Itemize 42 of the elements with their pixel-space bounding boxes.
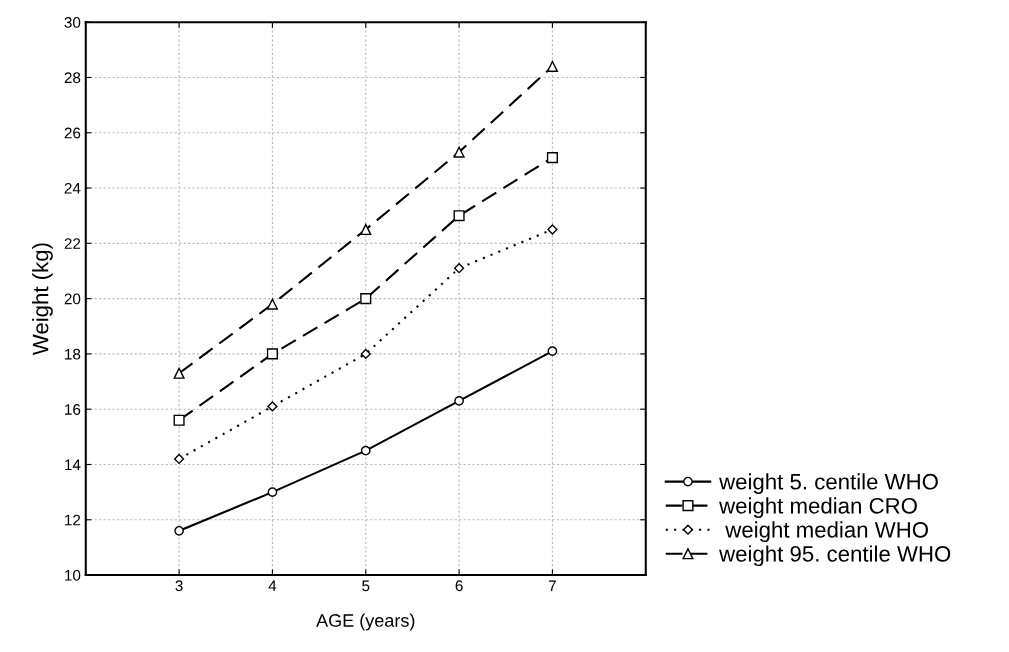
point (360, 293, 372, 305)
x-tick-label: 7 (548, 580, 556, 591)
y-tick-label: 10 (65, 569, 81, 581)
y-tick-label: 26 (64, 127, 81, 139)
point (267, 401, 278, 412)
point (174, 525, 184, 536)
y-tick-label: 22 (64, 238, 81, 249)
x-tick-label: 5 (362, 580, 370, 592)
y-tick-label: 30 (64, 17, 81, 28)
y-tick-label: 14 (65, 459, 81, 471)
point (173, 453, 185, 465)
point (173, 367, 185, 379)
legend-label: weight median CRO (719, 497, 917, 519)
point (546, 60, 558, 72)
point (547, 224, 558, 235)
y-tick-label: 28 (64, 72, 81, 84)
y-tick-label: 20 (64, 293, 81, 305)
legend-label: weight 5. centile WHO (719, 473, 938, 494)
y-tick-label: 16 (65, 404, 81, 415)
point (360, 348, 371, 360)
x-tick-label: 3 (175, 580, 183, 592)
point (547, 346, 558, 357)
x-tick-label: 6 (455, 580, 463, 592)
legend-label: weight 95. centile WHO (719, 545, 951, 567)
point (360, 223, 372, 236)
y-tick-label: 12 (65, 514, 81, 526)
point (360, 445, 371, 456)
y-tick-label: 24 (64, 182, 81, 194)
point (453, 146, 465, 158)
point (266, 298, 278, 310)
point (454, 396, 464, 406)
point (546, 152, 558, 164)
point (266, 348, 278, 360)
x-tick-label: 4 (268, 580, 277, 591)
point (267, 487, 278, 497)
y-tick-label: 18 (65, 348, 81, 360)
x-axis-title: AGE (years) (316, 613, 415, 631)
point (173, 414, 185, 426)
point (453, 210, 465, 222)
legend-label: weight median WHO (725, 521, 928, 543)
y-axis-title: Weight (kg) (32, 243, 53, 356)
point (453, 263, 465, 274)
